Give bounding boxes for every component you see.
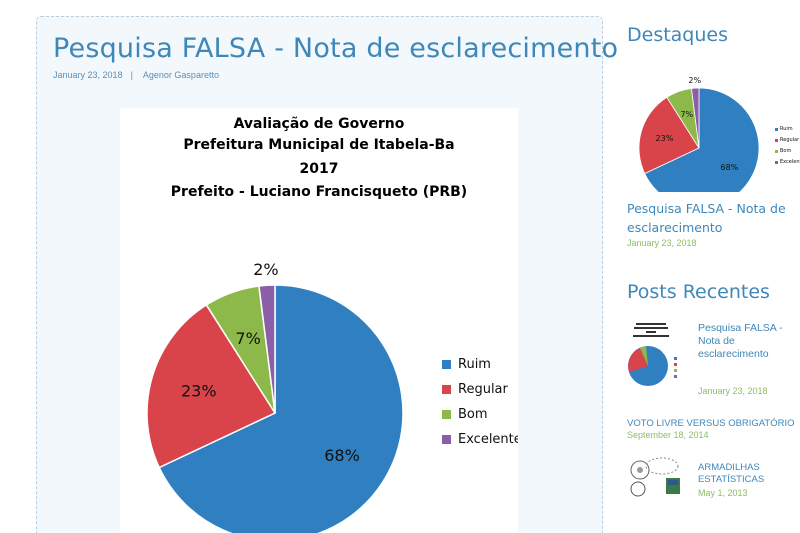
post-date: January 23, 2018	[53, 70, 123, 80]
mini-label-ruim: 68%	[721, 163, 739, 172]
recent-post-3-date: May 1, 2013	[698, 488, 748, 498]
mini-label-regular: 23%	[656, 134, 674, 143]
pie-slice-regular	[146, 303, 277, 469]
mini-legend-label-regular: Regular	[780, 137, 800, 143]
pie-label-ruim: 68%	[324, 446, 360, 465]
pie-legend-label-regular: Regular	[458, 382, 509, 397]
recent-post-1-thumbnail[interactable]	[628, 321, 688, 391]
pie-label-bom: 7%	[235, 329, 260, 348]
mini-legend-label-bom: Bom	[780, 148, 791, 154]
pie-slice-excelente	[258, 284, 276, 414]
recent-posts-heading: Posts Recentes	[627, 281, 770, 303]
chart-title-line-2: Prefeitura Municipal de Itabela-Ba	[183, 137, 455, 153]
mini-label-excelente: 2%	[688, 76, 701, 85]
mini-legend-swatch-ruim	[775, 128, 778, 131]
mini-legend-label-excelente: Excelente	[780, 159, 800, 165]
pie-legend-label-ruim: Ruim	[458, 357, 491, 372]
chart-title-line-3: 2017	[299, 161, 339, 177]
pie-legend-label-excelente: Excelente	[458, 432, 518, 447]
mini-slice-excelente	[691, 87, 700, 149]
chart-title-line-4: Prefeito - Luciano Francisqueto (PRB)	[170, 184, 468, 200]
mini-legend-swatch-bom	[775, 150, 778, 153]
pie-legend-swatch-ruim	[442, 360, 451, 369]
pie-legend-label-bom: Bom	[458, 407, 488, 422]
chart-title-line-1: Avaliação de Governo	[233, 116, 405, 132]
mini-legend-label-ruim: Ruim	[780, 126, 793, 132]
pie-label-excelente: 2%	[253, 260, 278, 279]
mini-slice-ruim	[644, 87, 760, 192]
pie-legend-swatch-regular	[442, 385, 451, 394]
pie-legend-swatch-excelente	[442, 435, 451, 444]
highlights-post-link[interactable]: Pesquisa FALSA - Nota de esclarecimento	[627, 201, 786, 235]
thumbnail-illustration-icon	[630, 457, 680, 497]
pie-slice-ruim	[158, 284, 404, 533]
mini-legend-swatch-regular	[775, 139, 778, 142]
mini-legend-swatch-excelente	[775, 161, 778, 164]
highlights-thumbnail-chart[interactable]: 68% 23% 7% 2% Ruim Regular Bom Excelente	[625, 75, 800, 192]
recent-post-3-thumbnail[interactable]	[628, 456, 688, 498]
recent-post-1-date: January 23, 2018	[698, 386, 768, 396]
post-meta: January 23, 2018 | Agenor Gasparetto	[53, 70, 219, 80]
highlights-post-date: January 23, 2018	[627, 238, 697, 248]
recent-post-1-link[interactable]: Pesquisa FALSA - Nota de esclarecimento	[698, 322, 783, 360]
recent-post-2-date: September 18, 2014	[627, 430, 709, 440]
pie-label-regular: 23%	[181, 381, 217, 400]
mini-label-bom: 7%	[680, 110, 693, 119]
post-author[interactable]: Agenor Gasparetto	[142, 70, 219, 80]
recent-post-3-link[interactable]: ARMADILHAS ESTATÍSTICAS	[698, 462, 765, 485]
pie-legend-swatch-bom	[442, 410, 451, 419]
recent-post-2-link[interactable]: VOTO LIVRE VERSUS OBRIGATÓRIO	[627, 418, 795, 429]
meta-separator: |	[130, 70, 133, 80]
mini-slice-regular	[638, 96, 700, 175]
highlights-heading: Destaques	[627, 24, 729, 46]
pie-chart: 68% 23% 7% 2% Ruim Regular Bom Excelente	[146, 260, 518, 533]
thumbnail-pie-icon	[628, 323, 677, 386]
chart-image[interactable]: Avaliação de Governo Prefeitura Municipa…	[120, 108, 518, 533]
post-title[interactable]: Pesquisa FALSA - Nota de esclarecimento	[53, 33, 619, 64]
